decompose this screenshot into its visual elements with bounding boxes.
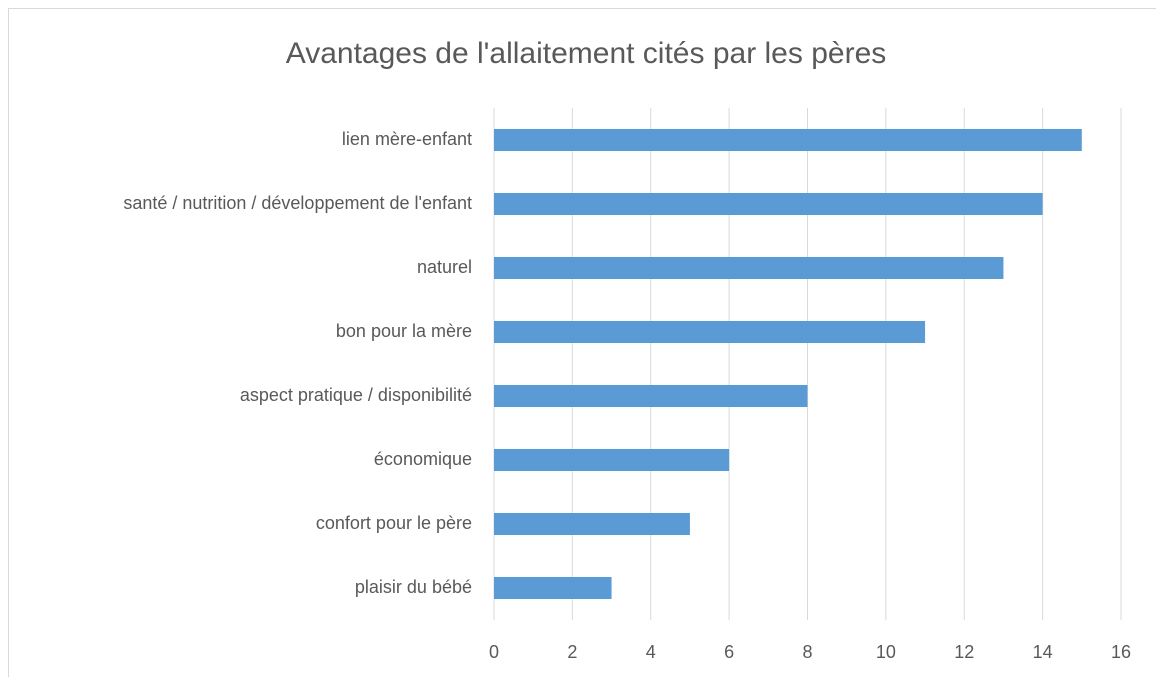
x-tick-label: 4	[646, 642, 656, 662]
y-tick-label: aspect pratique / disponibilité	[240, 385, 472, 405]
x-tick-label: 6	[724, 642, 734, 662]
bar	[494, 321, 926, 343]
x-tick-label: 16	[1111, 642, 1131, 662]
x-tick-label: 14	[1033, 642, 1053, 662]
x-tick-label: 8	[802, 642, 812, 662]
y-tick-label: bon pour la mère	[336, 321, 472, 341]
y-tick-label: lien mère-enfant	[342, 129, 472, 149]
bar	[494, 513, 690, 535]
x-tick-label: 10	[876, 642, 896, 662]
x-tick-label: 2	[567, 642, 577, 662]
x-tick-label: 12	[954, 642, 974, 662]
x-tick-label: 0	[489, 642, 499, 662]
bar	[494, 257, 1004, 279]
bar	[494, 577, 612, 599]
y-tick-label: confort pour le père	[316, 513, 472, 533]
bar	[494, 193, 1043, 215]
bar	[494, 385, 808, 407]
y-tick-label: économique	[374, 449, 472, 469]
y-tick-label: santé / nutrition / développement de l'e…	[123, 193, 472, 213]
bar	[494, 129, 1082, 151]
bar	[494, 449, 730, 471]
chart-title: Avantages de l'allaitement cités par les…	[286, 37, 887, 70]
y-tick-label: plaisir du bébé	[355, 577, 472, 597]
y-tick-label: naturel	[417, 257, 472, 277]
